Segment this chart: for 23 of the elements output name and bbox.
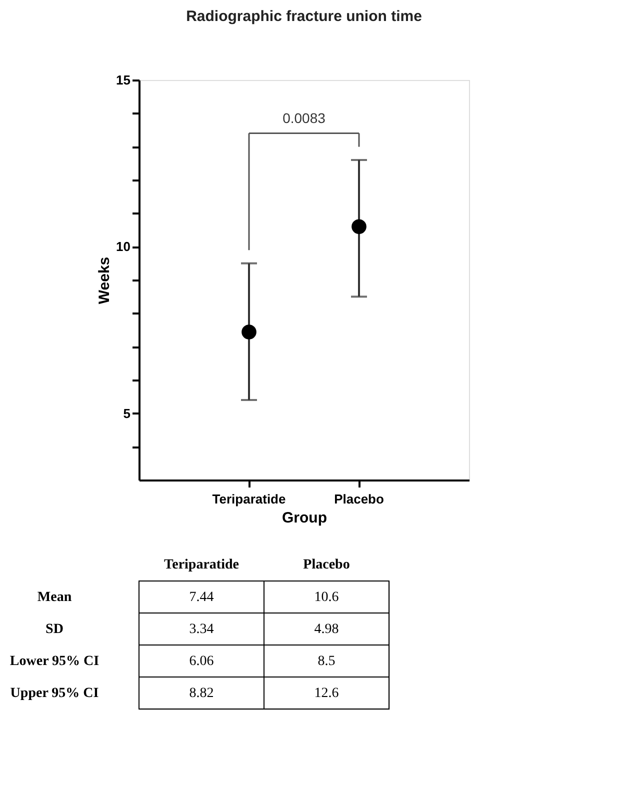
y-tick-label: 5 [123, 406, 130, 421]
x-tick-label: Placebo [334, 492, 384, 506]
y-tick-label: Lower 95% CI [10, 654, 100, 669]
data-label: 8.5 [318, 654, 336, 669]
x-tick-label: Teriparatide [212, 492, 286, 506]
data-label: 10.6 [314, 590, 339, 605]
y-tick-label: 10 [116, 239, 130, 254]
x-tick-label: Teriparatide [164, 558, 239, 572]
data-label: 8.82 [189, 686, 214, 701]
annotation: 0.0083 [282, 110, 326, 126]
data-label: 3.34 [189, 622, 214, 637]
y-tick-label: 15 [116, 72, 130, 88]
y-tick-label: SD [46, 622, 64, 637]
data-label: 7.44 [189, 590, 214, 605]
y-axis-title: Weeks [96, 256, 114, 304]
data-label: 12.6 [314, 686, 339, 701]
x-tick-label: Placebo [303, 558, 350, 572]
x-axis-title: Group [282, 510, 327, 526]
y-tick-label: Mean [37, 590, 72, 605]
data-label: 6.06 [189, 654, 214, 669]
chart-title: Radiographic fracture union time [186, 8, 422, 25]
y-tick-label: Upper 95% CI [10, 686, 99, 701]
data-label: 4.98 [314, 622, 339, 637]
